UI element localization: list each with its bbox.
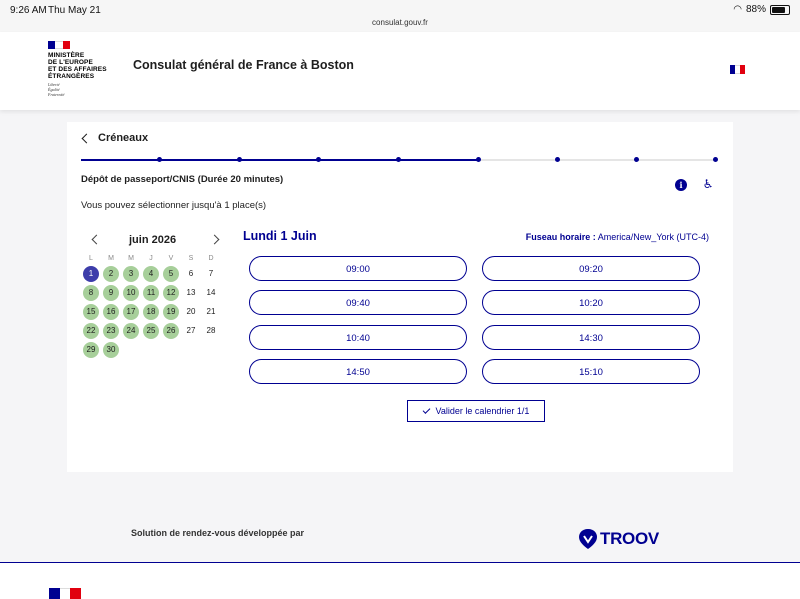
calendar-day-available[interactable]: 15 bbox=[83, 304, 99, 320]
calendar-day: 7 bbox=[208, 269, 214, 278]
calendar-day: 14 bbox=[206, 288, 216, 297]
time-slot-button[interactable]: 14:50 bbox=[249, 359, 467, 384]
calendar-day-available[interactable]: 16 bbox=[103, 304, 119, 320]
site-title[interactable]: Consulat général de France à Boston bbox=[133, 58, 354, 72]
calendar-header: juin 2026 bbox=[81, 234, 231, 250]
flag-icon bbox=[49, 588, 82, 599]
calendar-day-available[interactable]: 24 bbox=[123, 323, 139, 339]
address-bar-url[interactable]: consulat.gouv.fr bbox=[372, 18, 428, 27]
calendar-day: 13 bbox=[186, 288, 196, 297]
time-slot-button[interactable]: 09:00 bbox=[249, 256, 467, 281]
progress-step bbox=[396, 157, 401, 162]
troov-mark-icon bbox=[579, 529, 597, 549]
status-time: 9:26 AM bbox=[10, 5, 47, 16]
calendar-day-available[interactable]: 23 bbox=[103, 323, 119, 339]
footer-divider bbox=[0, 562, 800, 563]
government-logo[interactable]: MINISTÈRE DE L'EUROPE ET DES AFFAIRES ÉT… bbox=[48, 41, 118, 97]
validate-calendar-button[interactable]: Valider le calendrier 1/1 bbox=[407, 400, 545, 422]
progress-step bbox=[316, 157, 321, 162]
time-slot-button[interactable]: 15:10 bbox=[482, 359, 700, 384]
progress-step bbox=[555, 157, 560, 162]
calendar-day: 6 bbox=[188, 269, 194, 278]
language-flag-icon[interactable] bbox=[730, 65, 745, 74]
back-button[interactable]: Créneaux bbox=[81, 132, 149, 144]
service-title: Dépôt de passeport/CNIS (Durée 20 minute… bbox=[81, 174, 284, 185]
calendar-day-available[interactable]: 3 bbox=[123, 266, 139, 282]
progress-stepper bbox=[81, 157, 718, 163]
calendar-day: 28 bbox=[206, 326, 216, 335]
chevron-right-icon[interactable] bbox=[209, 234, 220, 245]
booking-card: Créneaux Dépôt de passeport/CNIS (Durée … bbox=[67, 122, 733, 472]
progress-step bbox=[713, 157, 718, 162]
validate-label: Valider le calendrier 1/1 bbox=[435, 406, 530, 416]
time-slot-button[interactable]: 09:40 bbox=[249, 290, 467, 315]
progress-fill bbox=[81, 159, 479, 161]
selected-date: Lundi 1 Juin bbox=[243, 229, 317, 243]
weekday-label: V bbox=[168, 255, 174, 262]
time-slot-button[interactable]: 14:30 bbox=[482, 325, 700, 350]
ministry-name: MINISTÈRE DE L'EUROPE ET DES AFFAIRES ÉT… bbox=[48, 52, 107, 80]
weekday-label: D bbox=[208, 255, 214, 262]
republic-motto: Liberté Égalité Fraternité bbox=[48, 82, 65, 97]
calendar-day-available[interactable]: 5 bbox=[163, 266, 179, 282]
calendar-day-available[interactable]: 26 bbox=[163, 323, 179, 339]
calendar-day-available[interactable]: 17 bbox=[123, 304, 139, 320]
timezone-value: America/New_York (UTC-4) bbox=[597, 232, 709, 242]
calendar-day-available[interactable]: 9 bbox=[103, 285, 119, 301]
weekday-label: S bbox=[188, 255, 194, 262]
calendar-day-available[interactable]: 8 bbox=[83, 285, 99, 301]
timezone: Fuseau horaire : America/New_York (UTC-4… bbox=[526, 232, 709, 242]
chevron-left-icon bbox=[81, 133, 92, 143]
accessibility-icon[interactable]: ♿ bbox=[702, 177, 714, 191]
progress-step bbox=[476, 157, 481, 162]
check-icon bbox=[422, 406, 430, 414]
calendar-day-available[interactable]: 4 bbox=[143, 266, 159, 282]
site-header: MINISTÈRE DE L'EUROPE ET DES AFFAIRES ÉT… bbox=[0, 32, 800, 110]
troov-logo[interactable]: TROOV bbox=[578, 528, 659, 550]
site-footer bbox=[0, 563, 800, 599]
time-slot-button[interactable]: 10:40 bbox=[249, 325, 467, 350]
time-slot-button[interactable]: 10:20 bbox=[482, 290, 700, 315]
progress-step bbox=[237, 157, 242, 162]
calendar-day-selected[interactable]: 1 bbox=[83, 266, 99, 282]
status-date: Thu May 21 bbox=[48, 5, 101, 16]
calendar-day-available[interactable]: 18 bbox=[143, 304, 159, 320]
status-bar: 9:26 AM Thu May 21 consulat.gouv.fr ◠ 88… bbox=[0, 0, 800, 32]
calendar-day: 20 bbox=[186, 307, 196, 316]
calendar-day: 21 bbox=[206, 307, 216, 316]
calendar-day-available[interactable]: 12 bbox=[163, 285, 179, 301]
weekday-label: J bbox=[149, 255, 153, 262]
status-indicators: ◠ 88% bbox=[733, 4, 790, 15]
calendar-day-available[interactable]: 11 bbox=[143, 285, 159, 301]
calendar-day-available[interactable]: 30 bbox=[103, 342, 119, 358]
calendar-day-available[interactable]: 22 bbox=[83, 323, 99, 339]
calendar-day-available[interactable]: 10 bbox=[123, 285, 139, 301]
progress-step bbox=[634, 157, 639, 162]
footer-credit: Solution de rendez-vous développée par bbox=[131, 528, 305, 538]
weekday-label: M bbox=[108, 255, 114, 262]
troov-brand: TROOV bbox=[600, 529, 659, 548]
progress-step bbox=[157, 157, 162, 162]
time-slot-button[interactable]: 09:20 bbox=[482, 256, 700, 281]
battery-icon bbox=[770, 4, 790, 15]
flag-icon bbox=[48, 41, 70, 49]
wifi-icon: ◠ bbox=[733, 4, 742, 15]
places-info: Vous pouvez sélectionner jusqu'à 1 place… bbox=[81, 200, 267, 211]
back-label: Créneaux bbox=[98, 132, 149, 144]
calendar-day-available[interactable]: 29 bbox=[83, 342, 99, 358]
calendar-days: 1 2 3 4 5 6 7 8 9 10 11 12 13 14 15 16 17 18 19 20 21 22 23 24 2… bbox=[81, 266, 231, 361]
calendar-day: 27 bbox=[186, 326, 196, 335]
info-icon[interactable]: i bbox=[675, 179, 687, 191]
chevron-left-icon[interactable] bbox=[91, 234, 102, 245]
weekday-label: L bbox=[89, 255, 93, 262]
calendar-day-available[interactable]: 25 bbox=[143, 323, 159, 339]
calendar-day-available[interactable]: 19 bbox=[163, 304, 179, 320]
calendar-day-available[interactable]: 2 bbox=[103, 266, 119, 282]
calendar-month: juin 2026 bbox=[129, 234, 177, 246]
battery-percent: 88% bbox=[745, 4, 766, 15]
timezone-label: Fuseau horaire : bbox=[525, 232, 596, 242]
weekday-label: M bbox=[128, 255, 134, 262]
